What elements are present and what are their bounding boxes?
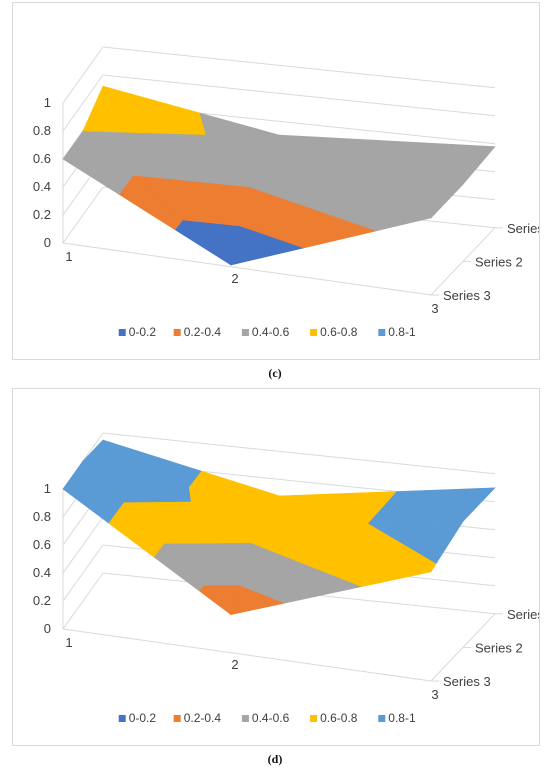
legend: 0-0.2 0.2-0.4 0.4-0.6 0.6-0.8 0.8-1 (118, 325, 416, 339)
gridline (102, 74, 496, 117)
z-tick-label: 0.4 (33, 179, 51, 194)
surface-band-0.4-0.6 (62, 130, 134, 195)
legend-entry: 0.6-0.8 (320, 325, 358, 339)
legend-entry: 0-0.2 (129, 325, 157, 339)
chart-panel-d: 0 0.2 0.4 0.6 0.8 1 1 2 3 Series 1 Series 2 Series … (0, 388, 550, 773)
surface-band-0.6-0.8 (250, 525, 432, 587)
z-tick-label: 0.6 (33, 537, 51, 552)
gridline (62, 74, 104, 132)
legend-swatch (378, 329, 386, 336)
legend-entry: 0.8-1 (388, 711, 416, 725)
legend-entry: 0-0.2 (129, 711, 157, 725)
gridline (102, 432, 496, 475)
surface-band-0.8-1 (367, 521, 464, 564)
z-tick-label: 0.4 (33, 565, 51, 580)
gridline (62, 46, 104, 104)
gridline (62, 516, 104, 574)
z-tick-label: 0.8 (33, 123, 51, 138)
legend-entry: 0.8-1 (388, 325, 416, 339)
chart-panel-c: 0 0.2 0.4 0.6 0.8 1 1 2 3 Series 1 Series 2 Series … (0, 0, 550, 385)
series-label: Series 2 (475, 640, 523, 655)
legend-entry: 0.6-0.8 (320, 711, 358, 725)
surface (62, 439, 496, 616)
gridline (102, 46, 496, 89)
legend-entry: 0.2-0.4 (184, 325, 222, 339)
x-tick-label: 2 (231, 657, 238, 672)
panel-caption: (d) (267, 752, 283, 766)
z-tick-label: 0.2 (33, 207, 51, 222)
surface-band-0.4-0.6 (248, 159, 433, 232)
legend-swatch (310, 329, 318, 336)
gridline (62, 544, 104, 602)
legend-swatch (310, 715, 318, 722)
x-tick-label: 1 (65, 635, 72, 650)
z-tick-label: 0 (44, 235, 51, 250)
surface-chart: 0 0.2 0.4 0.6 0.8 1 1 2 3 Series 1 Series 2 Series … (33, 46, 539, 339)
z-tick-label: 1 (44, 95, 51, 110)
legend-swatch (241, 715, 249, 722)
surface (62, 85, 496, 266)
series-label: Series 3 (443, 288, 491, 303)
x-tick-label: 3 (431, 687, 438, 702)
series-label: Series 3 (443, 674, 491, 689)
z-tick-label: 0.6 (33, 151, 51, 166)
legend-swatch (118, 715, 126, 722)
surface-chart: 0 0.2 0.4 0.6 0.8 1 1 2 3 Series 1 Series 2 Series … (33, 432, 539, 725)
z-tick-label: 0.2 (33, 593, 51, 608)
surface-band-0.8-1 (62, 460, 125, 524)
z-tick-label: 0.8 (33, 509, 51, 524)
surface-band-0-0.2 (181, 219, 241, 266)
legend-swatch (118, 329, 126, 336)
panel-caption: (c) (268, 366, 282, 380)
legend-swatch (378, 715, 386, 722)
x-tick-label: 3 (431, 301, 438, 316)
legend-swatch (173, 715, 181, 722)
legend-swatch (173, 329, 181, 336)
series-label: Series 1 (507, 221, 539, 236)
legend: 0-0.2 0.2-0.4 0.4-0.6 0.6-0.8 0.8-1 (118, 711, 416, 725)
z-tick-label: 0 (44, 621, 51, 636)
floor-outline (62, 613, 496, 682)
gridline (62, 186, 104, 244)
chart-frame: 0 0.2 0.4 0.6 0.8 1 1 2 3 Series 1 Series 2 Series … (12, 388, 540, 746)
legend-entry: 0.4-0.6 (252, 711, 290, 725)
z-tick-label: 1 (44, 481, 51, 496)
surface-band-0.6-0.8 (82, 85, 206, 135)
series-label: Series 1 (507, 607, 539, 622)
legend-entry: 0.4-0.6 (252, 325, 290, 339)
series-label: Series 2 (475, 254, 523, 269)
x-tick-label: 1 (65, 249, 72, 264)
gridline (62, 572, 104, 630)
legend-swatch (241, 329, 249, 336)
x-tick-label: 2 (231, 271, 238, 286)
legend-entry: 0.2-0.4 (184, 711, 222, 725)
chart-frame: 0 0.2 0.4 0.6 0.8 1 1 2 3 Series 1 Series 2 Series … (12, 2, 540, 360)
